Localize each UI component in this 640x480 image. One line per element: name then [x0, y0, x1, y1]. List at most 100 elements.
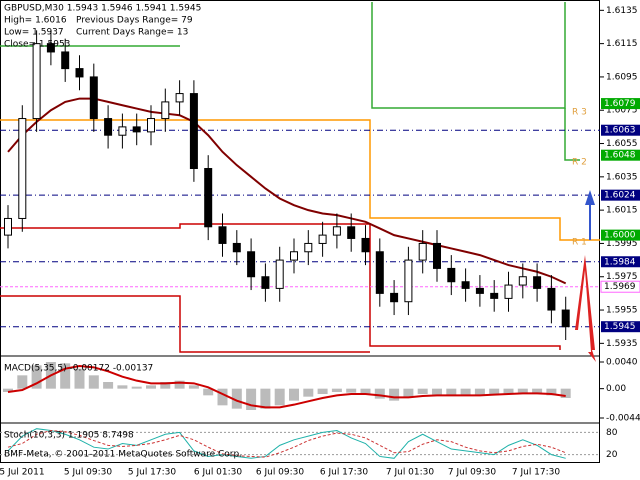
x-tick-label: 7 Jul 01:30 — [386, 468, 435, 478]
macd-bar — [217, 388, 228, 406]
macd-bar — [532, 388, 543, 394]
y-tick-label: 1.5955 — [606, 306, 638, 316]
candle-body — [161, 101, 170, 120]
y-tick-label: 1.6015 — [606, 206, 638, 216]
pivot-label: R 3 — [572, 108, 587, 118]
level-label: 1.6079 — [604, 99, 636, 109]
resistance-line — [564, 108, 580, 161]
y-tick-label: 1.5935 — [606, 339, 638, 349]
y-tick-label: 1.5975 — [606, 272, 638, 282]
level-box — [601, 149, 640, 161]
candle-body — [147, 118, 155, 133]
y-tick-label: 1.6055 — [606, 139, 638, 149]
candle-body — [404, 259, 413, 303]
pivot-label: R 2 — [572, 158, 587, 168]
stoch-signal — [7, 430, 566, 458]
candle-body — [104, 118, 113, 136]
level-box — [600, 280, 640, 293]
level-label: 1.5969 — [604, 282, 636, 292]
candle-body — [447, 267, 456, 283]
y-tick-label: 20 — [606, 450, 618, 460]
candle-body — [318, 234, 327, 244]
level-label: 1.6063 — [604, 126, 636, 136]
macd-bar — [389, 388, 400, 401]
macd-bar — [103, 382, 114, 389]
down-arrow — [575, 255, 596, 362]
candle-body — [89, 76, 98, 120]
macd-bar — [460, 388, 471, 396]
macd-bar — [160, 382, 171, 389]
candle-body — [361, 237, 370, 253]
macd-bar — [246, 388, 257, 410]
candle-body — [375, 251, 384, 294]
pivot-line — [0, 119, 600, 241]
resistance-line — [371, 2, 566, 109]
moving-average — [7, 97, 567, 285]
x-tick-label: 5 Jul 2011 — [0, 468, 45, 478]
macd-bar — [117, 385, 128, 389]
macd-bar — [403, 388, 414, 397]
candle-body — [275, 259, 284, 289]
macd-bar — [446, 388, 457, 396]
macd-bar — [546, 388, 557, 396]
level-label: 1.6024 — [604, 191, 636, 201]
macd-bar — [331, 388, 342, 392]
macd-bar — [174, 380, 185, 389]
low-info: Low= 1.5937 — [4, 28, 64, 38]
candle-body — [547, 287, 556, 311]
candle-body — [247, 251, 256, 278]
cur-range: Current Days Range= 13 — [76, 28, 188, 38]
candle-body — [204, 168, 213, 228]
x-tick-label: 6 Jul 09:30 — [256, 468, 305, 478]
level-box — [601, 321, 640, 333]
high-info: High= 1.6016 — [4, 16, 67, 26]
plot-frame — [0, 0, 600, 463]
candle-body — [261, 276, 270, 289]
level-label: 1.5945 — [604, 322, 636, 332]
macd-bar — [346, 388, 357, 393]
candle-body — [32, 43, 41, 120]
stoch-main — [7, 428, 566, 459]
candle-body — [290, 251, 298, 261]
candle-body — [189, 93, 198, 170]
candle-body — [232, 242, 241, 253]
x-tick-label: 7 Jul 09:30 — [448, 468, 497, 478]
level-box — [601, 98, 640, 110]
candle-body — [518, 276, 527, 286]
macd-bar — [360, 388, 371, 394]
candle-body — [347, 226, 356, 239]
macd-bar — [31, 365, 42, 389]
candle-body — [46, 43, 55, 53]
macd-bar — [188, 385, 199, 389]
candle-body — [461, 281, 470, 289]
up-arrow — [585, 190, 595, 240]
x-tick-label: 5 Jul 09:30 — [64, 468, 113, 478]
macd-title: MACD(5,35,5) -0.00172 -0.00137 — [4, 364, 153, 374]
level-label: 1.6000 — [604, 231, 636, 241]
candle-body — [433, 242, 441, 269]
info-panel: GBPUSD,M30 1.5943 1.5946 1.5941 1.5945 H… — [4, 4, 201, 50]
macd-signal — [7, 364, 566, 409]
y-tick-label: 0.00 — [606, 384, 626, 394]
stoch-title: Stoch(10,3,3) 1.1905 8.7498 — [4, 431, 134, 441]
macd-bar — [474, 388, 485, 396]
macd-bar — [432, 388, 442, 395]
close-info: Close= 1.5953 — [4, 40, 70, 50]
macd-bar — [260, 388, 271, 409]
macd-bar — [274, 388, 285, 406]
candle-body — [390, 292, 399, 303]
level-label: 1.5984 — [604, 257, 636, 267]
macd-bar — [17, 375, 28, 389]
support-line — [0, 295, 370, 353]
y-tick-label: 1.6035 — [606, 172, 638, 182]
macd-bar — [317, 388, 328, 394]
y-tick-label: 1.6075 — [606, 106, 638, 116]
macd-bar — [503, 388, 514, 394]
candle-body — [18, 118, 27, 219]
level-box — [601, 229, 640, 241]
macd-bar — [3, 388, 13, 392]
macd-bar — [88, 375, 99, 389]
candle-body — [132, 126, 141, 133]
candle-body — [332, 226, 341, 236]
